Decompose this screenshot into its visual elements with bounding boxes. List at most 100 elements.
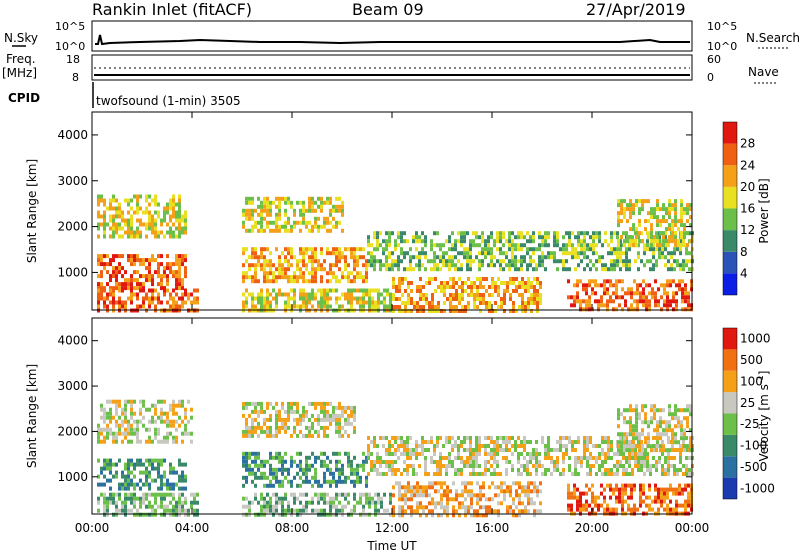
velocity-cell bbox=[181, 462, 184, 467]
power-cell bbox=[344, 267, 347, 272]
power-cell bbox=[269, 279, 272, 284]
power-cell bbox=[533, 289, 536, 293]
velocity-cell bbox=[109, 407, 112, 412]
power-cell bbox=[263, 208, 266, 213]
velocity-cell bbox=[124, 415, 127, 420]
power-cell bbox=[112, 194, 115, 199]
power-cell bbox=[660, 307, 663, 312]
velocity-cell bbox=[526, 464, 529, 468]
power-cell bbox=[323, 267, 326, 272]
power-cell bbox=[496, 239, 499, 244]
velocity-cell bbox=[643, 472, 646, 476]
power-cell bbox=[512, 305, 515, 309]
power-cell bbox=[356, 255, 359, 260]
power-cell bbox=[682, 267, 685, 272]
power-cell bbox=[524, 309, 527, 313]
power-cell bbox=[428, 301, 431, 305]
power-cell bbox=[106, 262, 109, 267]
velocity-cell bbox=[662, 444, 665, 449]
velocity-cell bbox=[332, 475, 335, 480]
velocity-cell bbox=[665, 448, 668, 453]
power-cell bbox=[463, 251, 466, 256]
power-cell bbox=[574, 255, 577, 260]
power-cell bbox=[443, 309, 446, 313]
power-cell bbox=[454, 239, 457, 244]
velocity-cell bbox=[425, 489, 428, 494]
velocity-cell bbox=[470, 501, 473, 506]
velocity-cell bbox=[493, 448, 496, 452]
power-cell bbox=[103, 214, 106, 219]
power-cell bbox=[388, 267, 391, 272]
power-cell bbox=[263, 271, 266, 276]
velocity-cell bbox=[416, 501, 419, 506]
velocity-cell bbox=[275, 433, 278, 438]
power-cell bbox=[121, 288, 124, 293]
power-cell bbox=[673, 247, 676, 252]
velocity-cell bbox=[100, 427, 103, 432]
velocity-cell bbox=[635, 412, 638, 417]
velocity-cell bbox=[644, 436, 647, 441]
power-cell bbox=[688, 267, 691, 272]
power-cell bbox=[598, 235, 601, 240]
power-cell bbox=[499, 251, 502, 256]
power-cell bbox=[686, 211, 689, 216]
power-cell bbox=[674, 215, 677, 220]
velocity-cell bbox=[166, 486, 169, 491]
power-cell bbox=[275, 228, 278, 233]
power-cell bbox=[335, 288, 338, 293]
power-cell bbox=[181, 282, 184, 287]
velocity-cell bbox=[678, 483, 681, 488]
velocity-cell bbox=[656, 408, 659, 413]
velocity-cell bbox=[359, 500, 362, 505]
power-cell bbox=[541, 259, 544, 264]
velocity-cell bbox=[565, 436, 568, 440]
power-cell bbox=[163, 206, 166, 211]
velocity-cell bbox=[604, 452, 607, 456]
velocity-cell bbox=[103, 415, 106, 420]
velocity-cell bbox=[263, 500, 266, 505]
power-cell bbox=[359, 300, 362, 305]
power-cell bbox=[136, 202, 139, 207]
power-cell bbox=[359, 288, 362, 293]
power-cell bbox=[527, 289, 530, 293]
power-cell bbox=[428, 305, 431, 309]
velocity-cell bbox=[106, 478, 109, 483]
velocity-cell bbox=[353, 496, 356, 501]
power-cell bbox=[671, 207, 674, 212]
velocity-cell bbox=[269, 471, 272, 476]
power-cell bbox=[385, 259, 388, 264]
power-cell bbox=[302, 247, 305, 252]
power-cell bbox=[639, 295, 642, 300]
power-cell bbox=[662, 203, 665, 208]
velocity-cell bbox=[329, 508, 332, 513]
power-cell bbox=[457, 251, 460, 256]
power-cell bbox=[668, 227, 671, 232]
power-cell bbox=[305, 251, 308, 256]
velocity-cell bbox=[100, 482, 103, 487]
power-cell bbox=[685, 263, 688, 268]
power-cell bbox=[615, 279, 618, 284]
velocity-cell bbox=[400, 440, 403, 444]
power-cell bbox=[568, 231, 571, 236]
velocity-cell bbox=[118, 508, 121, 513]
power-cell bbox=[663, 303, 666, 308]
power-cell bbox=[118, 206, 121, 211]
power-cell bbox=[347, 247, 350, 252]
power-cell bbox=[628, 267, 631, 272]
velocity-cell bbox=[627, 503, 630, 508]
power-cell bbox=[284, 247, 287, 252]
velocity-cell bbox=[455, 497, 458, 502]
velocity-cell bbox=[142, 492, 145, 497]
power-cell bbox=[650, 231, 653, 236]
power-cell bbox=[508, 235, 511, 240]
velocity-cell bbox=[130, 478, 133, 483]
power-cell bbox=[565, 231, 568, 236]
power-cell bbox=[287, 304, 290, 309]
power-cell bbox=[148, 278, 151, 283]
power-cell bbox=[418, 267, 421, 272]
velocity-cell bbox=[257, 413, 260, 418]
power-cell bbox=[658, 247, 661, 252]
velocity-cell bbox=[582, 491, 585, 496]
velocity-cell bbox=[635, 428, 638, 433]
power-cell bbox=[398, 285, 401, 289]
